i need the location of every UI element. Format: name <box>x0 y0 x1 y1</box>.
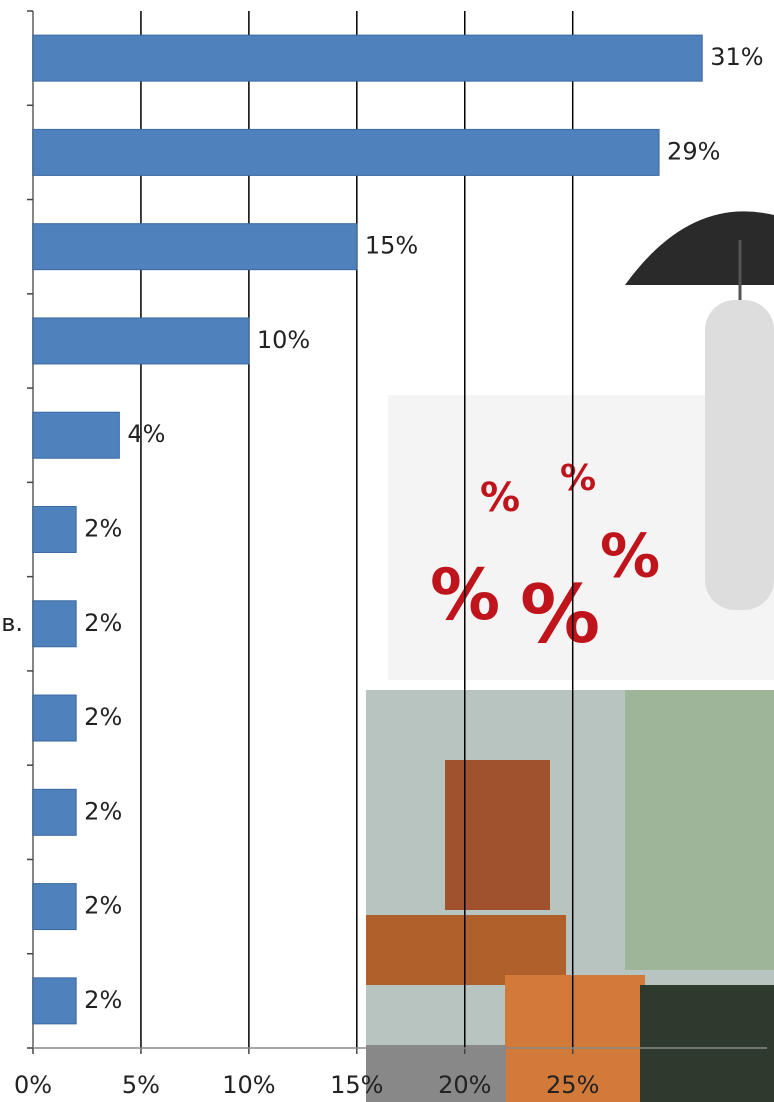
bar <box>32 34 703 82</box>
bar <box>32 317 250 365</box>
svg-text:%: % <box>520 568 600 661</box>
photo-office <box>366 690 774 1102</box>
value-label: 2% <box>84 797 122 825</box>
bar <box>32 128 660 176</box>
value-label: 2% <box>84 703 122 731</box>
value-label: 31% <box>710 43 763 71</box>
value-label: 2% <box>84 515 122 543</box>
bar <box>32 883 77 931</box>
photo-percent: % % % % % <box>388 211 774 680</box>
x-tick-label: 20% <box>438 1071 491 1099</box>
value-label: 4% <box>127 420 165 448</box>
value-label: 29% <box>667 137 720 165</box>
value-label: 2% <box>84 986 122 1014</box>
bar <box>32 506 77 553</box>
bar <box>32 694 77 742</box>
x-tick-label: 0% <box>14 1071 52 1099</box>
value-label: 10% <box>257 326 310 354</box>
bar <box>32 788 77 836</box>
value-label: 15% <box>365 232 418 260</box>
x-tick-label: 5% <box>122 1071 160 1099</box>
x-tick-label: 15% <box>330 1071 383 1099</box>
value-label: 2% <box>84 609 122 637</box>
x-tick-label: 25% <box>546 1071 599 1099</box>
y-tick-label: в. <box>1 609 23 637</box>
svg-text:%: % <box>560 458 596 499</box>
bar <box>32 600 77 648</box>
svg-text:%: % <box>480 475 520 521</box>
bar <box>32 411 120 459</box>
value-label: 2% <box>84 892 122 920</box>
bar <box>32 223 358 271</box>
svg-text:%: % <box>600 522 660 592</box>
x-tick-label: 10% <box>222 1071 275 1099</box>
bar <box>32 977 77 1025</box>
